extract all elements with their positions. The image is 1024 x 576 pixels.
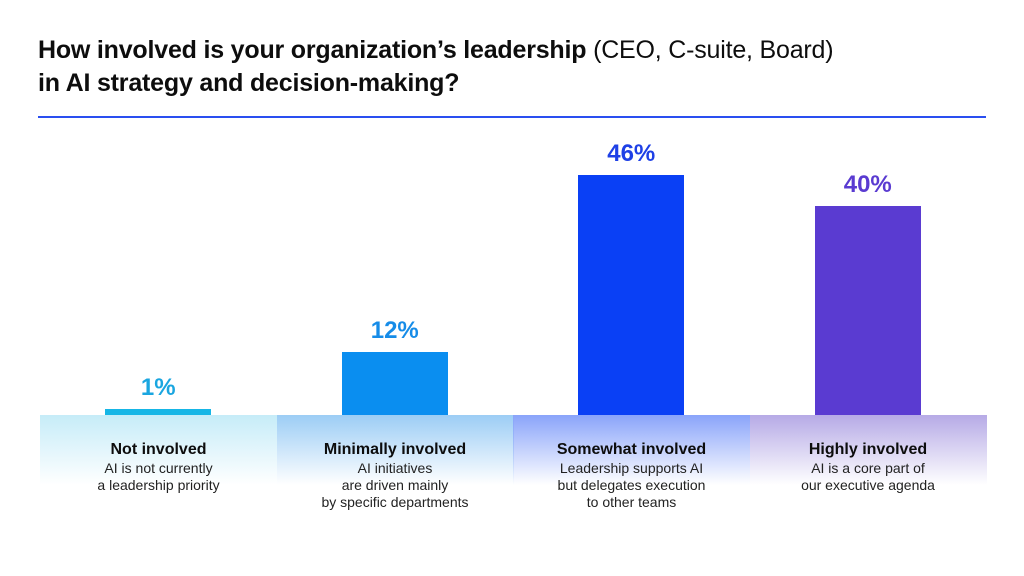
category-description: AI is a core part of <box>811 460 925 476</box>
category-name: Minimally involved <box>323 441 467 458</box>
category-panel <box>276 415 514 515</box>
category-label: Minimally involved AI initiatives are driv… <box>277 440 514 511</box>
bar <box>578 174 685 415</box>
title-suffix: (CEO, C-suite, Board) <box>593 36 834 64</box>
category-description: Leadership supports AI <box>559 460 704 476</box>
category-panel <box>40 415 277 515</box>
category-label: Somewhat involved Leadership supports AI b… <box>513 440 750 511</box>
category-description: by specific departments <box>321 494 469 510</box>
category-panel <box>513 415 750 515</box>
title-divider <box>38 116 986 118</box>
data-label: 46% <box>607 139 656 167</box>
title-main: How involved is your organization’s lead… <box>38 36 587 64</box>
data-label: 1% <box>140 374 176 401</box>
bar <box>105 409 212 415</box>
chart-title: How involved is your organization’s lead… <box>38 34 998 100</box>
category-panel <box>749 415 987 515</box>
category-description: to other teams <box>586 494 677 510</box>
data-label: 40% <box>843 171 892 199</box>
category-description: a leadership priority <box>97 477 220 493</box>
category-description: but delegates execution <box>557 477 706 493</box>
category-description: AI initiatives <box>357 460 433 476</box>
bar <box>341 352 448 415</box>
category-description: AI is not currently <box>104 460 213 476</box>
category-label: Highly involved AI is a core part of our e… <box>750 440 987 494</box>
title-line2: in AI strategy and decision-making? <box>38 69 460 97</box>
category-name: Highly involved <box>808 441 928 458</box>
bar <box>814 206 921 415</box>
category-description: our executive agenda <box>801 477 935 493</box>
category-name: Somewhat involved <box>556 441 707 458</box>
category-description: are driven mainly <box>341 477 449 493</box>
data-label: 12% <box>370 317 419 345</box>
category-name: Not involved <box>110 441 207 458</box>
category-label: Not involved AI is not currently a leaders… <box>40 440 277 494</box>
